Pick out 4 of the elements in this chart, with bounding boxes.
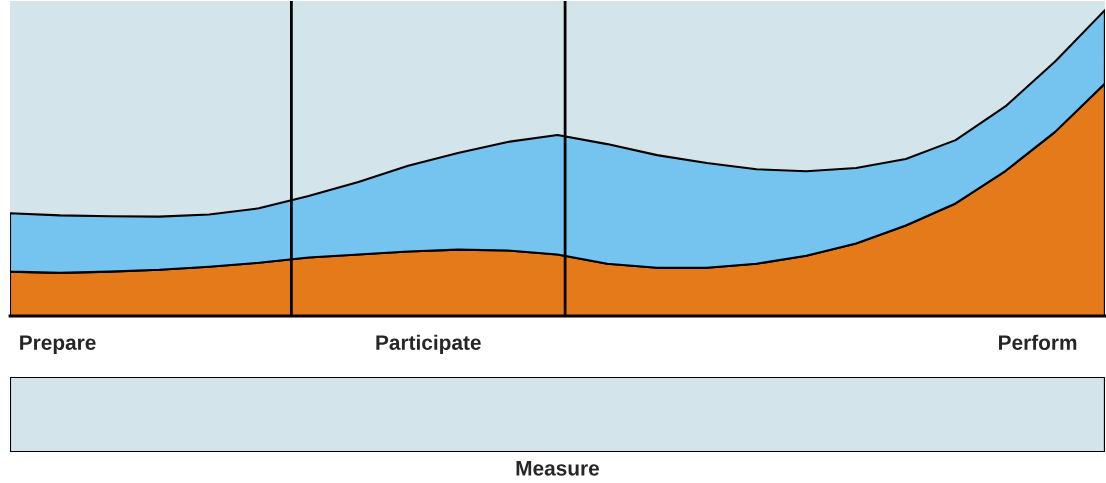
text: Prepare xyxy=(20,335,96,355)
text: Participate xyxy=(376,334,481,355)
text: Perform xyxy=(999,334,1077,350)
text: Measure xyxy=(516,461,600,476)
